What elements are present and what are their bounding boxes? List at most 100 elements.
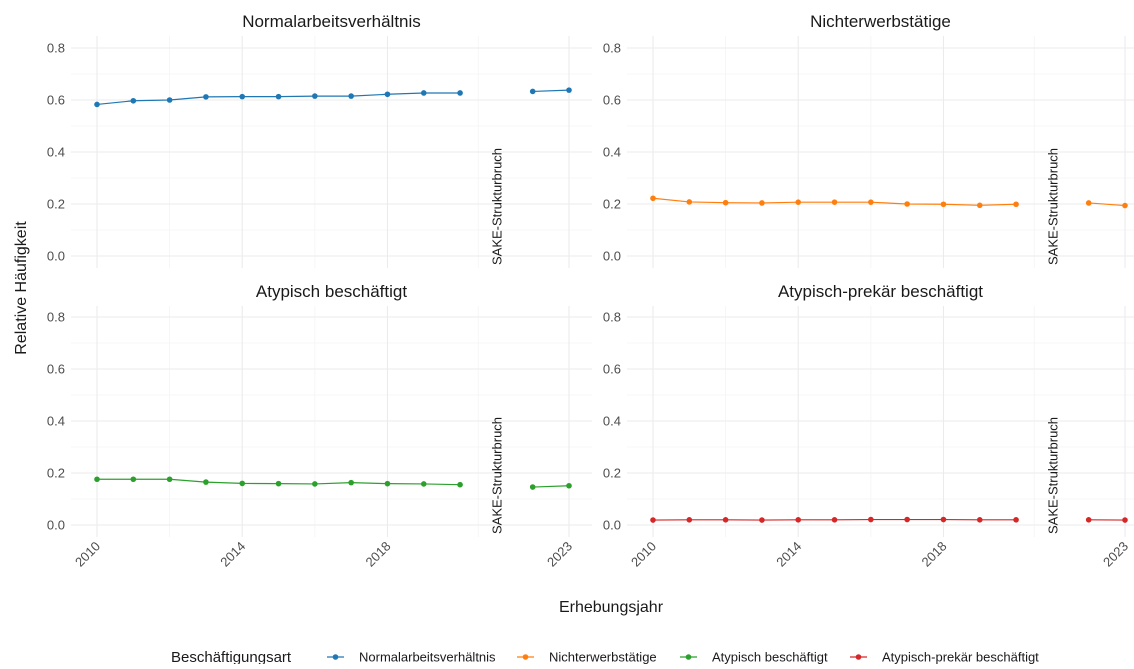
x-tick-label: 2010 [628, 539, 659, 570]
y-tick-label: 0.8 [603, 310, 621, 325]
y-tick-label: 0.4 [47, 414, 65, 429]
series-line [533, 90, 569, 91]
x-tick-label: 2014 [217, 539, 248, 570]
y-tick-label: 0.6 [603, 93, 621, 108]
data-point [832, 517, 838, 523]
x-tick-label: 2018 [363, 539, 394, 570]
data-point [421, 481, 427, 487]
data-point [421, 90, 427, 96]
facet-title: Atypisch beschäftigt [256, 282, 407, 301]
y-tick-label: 0.8 [47, 310, 65, 325]
legend-key-point [523, 654, 529, 660]
x-tick-label: 2014 [773, 539, 804, 570]
structural-break-label: SAKE-Strukturbruch [489, 148, 504, 265]
data-point [312, 481, 318, 487]
y-tick-label: 0.0 [47, 249, 65, 264]
data-point [203, 479, 209, 485]
y-tick-label: 0.8 [47, 41, 65, 56]
legend-label: Nichterwerbstätige [549, 650, 657, 665]
data-point [348, 480, 354, 486]
data-point [276, 94, 282, 100]
data-point [941, 201, 947, 207]
data-point [348, 93, 354, 99]
data-point [868, 199, 874, 205]
panel-2: Nichterwerbstätige0.00.20.40.60.8SAKE-St… [603, 12, 1134, 268]
legend-label: Atypisch-prekär beschäftigt [882, 650, 1039, 665]
legend-key-point [333, 654, 339, 660]
data-point [457, 90, 463, 96]
y-axis-title: Relative Häufigkeit [13, 221, 30, 355]
data-point [795, 199, 801, 205]
structural-break-label: SAKE-Strukturbruch [489, 417, 504, 534]
data-point [723, 517, 729, 523]
panel-1: Normalarbeitsverhältnis0.00.20.40.60.8SA… [47, 12, 592, 268]
data-point [759, 200, 765, 206]
data-point [1086, 200, 1092, 206]
data-point [904, 517, 910, 523]
facet-title: Normalarbeitsverhältnis [242, 12, 421, 31]
data-point [759, 517, 765, 523]
data-point [1013, 517, 1019, 523]
facet-title: Nichterwerbstätige [810, 12, 951, 31]
data-point [687, 517, 693, 523]
y-tick-label: 0.4 [603, 414, 621, 429]
legend-label: Atypisch beschäftigt [712, 650, 828, 665]
data-point [1013, 201, 1019, 207]
x-tick-label: 2023 [1100, 539, 1131, 570]
y-tick-label: 0.4 [603, 145, 621, 160]
data-point [723, 200, 729, 206]
y-tick-label: 0.2 [47, 466, 65, 481]
data-point [276, 481, 282, 487]
data-point [385, 481, 391, 487]
data-point [566, 483, 572, 489]
data-point [650, 195, 656, 201]
y-tick-label: 0.0 [603, 518, 621, 533]
data-point [566, 87, 572, 93]
y-tick-label: 0.0 [47, 518, 65, 533]
data-point [868, 517, 874, 523]
panel-3: Atypisch beschäftigt 0.0 0.2 0.4 0.6 0.8 2010 2… [47, 282, 592, 570]
series-line [533, 486, 569, 487]
panel-4: Atypisch-prekär beschäftigt0.00.20.40.60… [603, 282, 1134, 570]
data-point [385, 91, 391, 97]
data-point [457, 482, 463, 488]
data-point [530, 484, 536, 490]
legend: Beschäftigungsart Normalarbeitsverhältnis… [171, 649, 1039, 664]
structural-break-label: SAKE-Strukturbruch [1045, 417, 1060, 534]
data-point [904, 201, 910, 207]
data-point [687, 199, 693, 205]
legend-title: Beschäftigungsart [171, 649, 292, 664]
y-tick-label: 0.6 [603, 362, 621, 377]
data-point [239, 94, 245, 100]
data-point [832, 199, 838, 205]
y-tick-label: 0.2 [603, 197, 621, 212]
data-point [239, 481, 245, 487]
y-tick-label: 0.6 [47, 362, 65, 377]
data-point [530, 89, 536, 95]
data-point [167, 476, 173, 482]
data-point [795, 517, 801, 523]
data-point [131, 98, 137, 104]
data-point [1086, 517, 1092, 523]
x-axis-title: Erhebungsjahr [559, 599, 664, 616]
data-point [312, 93, 318, 99]
data-point [650, 517, 656, 523]
data-point [167, 97, 173, 103]
y-tick-label: 0.2 [603, 466, 621, 481]
data-point [203, 94, 209, 100]
data-point [1122, 517, 1128, 523]
legend-key-point [686, 654, 692, 660]
data-point [977, 203, 983, 209]
data-point [977, 517, 983, 523]
y-tick-label: 0.8 [603, 41, 621, 56]
data-point [94, 102, 100, 108]
x-tick-label: 2010 [72, 539, 103, 570]
legend-label: Normalarbeitsverhältnis [359, 650, 496, 665]
y-tick-label: 0.6 [47, 93, 65, 108]
data-point [941, 517, 947, 523]
data-point [1122, 203, 1128, 209]
y-tick-label: 0.4 [47, 145, 65, 160]
x-tick-label: 2018 [919, 539, 950, 570]
